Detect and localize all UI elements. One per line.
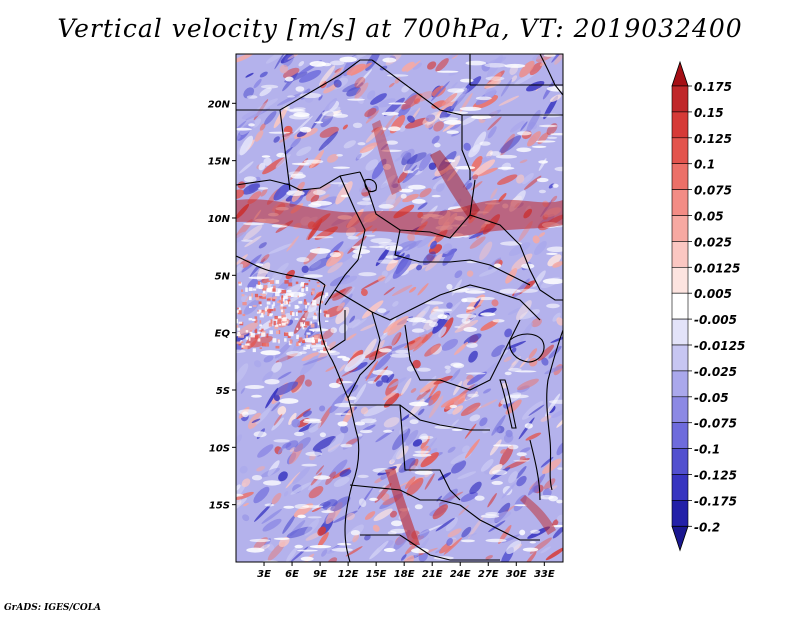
lat-label: 15S bbox=[209, 501, 230, 512]
colorbar-label: -0.2 bbox=[694, 520, 720, 534]
colorbar-label: -0.0125 bbox=[694, 339, 745, 353]
colorbar-label: -0.1 bbox=[694, 443, 720, 457]
colorbar-swatch bbox=[671, 500, 689, 527]
colorbar-label: 0.05 bbox=[694, 210, 724, 224]
colorbar-label: 0.0125 bbox=[694, 261, 740, 275]
colorbar-swatch bbox=[671, 422, 689, 449]
colorbar-swatch bbox=[671, 85, 689, 113]
colorbar-label: -0.005 bbox=[694, 313, 737, 327]
colorbar-swatch bbox=[671, 396, 689, 423]
lat-label: EQ bbox=[215, 329, 231, 340]
colorbar-label: 0.005 bbox=[694, 287, 732, 301]
lon-label: 9E bbox=[313, 569, 327, 580]
colorbar-swatch bbox=[671, 241, 689, 268]
lat-label: 5S bbox=[216, 386, 230, 397]
lon-label: 30E bbox=[506, 569, 527, 580]
colorbar-swatch bbox=[671, 215, 689, 242]
colorbar-swatch bbox=[671, 318, 689, 346]
lat-label: 15N bbox=[208, 157, 231, 168]
colorbar-swatch bbox=[671, 448, 689, 475]
lon-label: 33E bbox=[534, 569, 555, 580]
map-title: Vertical velocity [m/s] at 700hPa, VT: 2… bbox=[57, 14, 743, 43]
lon-label: 24E bbox=[450, 569, 471, 580]
colorbar-top-arrow bbox=[671, 60, 689, 87]
velocity-field bbox=[236, 54, 563, 562]
lon-label: 6E bbox=[285, 569, 299, 580]
colorbar-label: 0.15 bbox=[694, 106, 724, 120]
colorbar-swatch bbox=[671, 474, 689, 501]
lon-label: 12E bbox=[338, 569, 359, 580]
colorbar-label: -0.175 bbox=[694, 494, 737, 508]
colorbar-label: -0.025 bbox=[694, 365, 737, 379]
colorbar-swatch bbox=[671, 266, 689, 294]
colorbar-swatch bbox=[671, 292, 689, 320]
lat-label: 5N bbox=[215, 271, 231, 282]
lon-label: 15E bbox=[366, 569, 387, 580]
lon-label: 21E bbox=[422, 569, 443, 580]
colorbar-label: 0.075 bbox=[694, 184, 732, 198]
colorbar-swatch bbox=[671, 189, 689, 216]
colorbar-swatch bbox=[671, 137, 689, 165]
lon-label: 18E bbox=[394, 569, 415, 580]
map-axes: 20N 15N 10N 5N EQ 5S 10S 15S 3E 6E 9E 12E 15E 18E 21E 2… bbox=[208, 99, 555, 580]
colorbar-bottom-arrow bbox=[671, 525, 689, 552]
colorbar-label: 0.175 bbox=[694, 80, 732, 94]
lat-label: 10S bbox=[209, 443, 230, 454]
map-frame bbox=[235, 53, 564, 563]
colorbar-label: 0.125 bbox=[694, 132, 732, 146]
colorbar-swatch bbox=[671, 370, 689, 398]
lon-label: 27E bbox=[478, 569, 499, 580]
colorbar-label: -0.125 bbox=[694, 469, 737, 483]
colorbar-label: -0.075 bbox=[694, 417, 737, 431]
colorbar-swatch bbox=[671, 111, 689, 139]
colorbar-swatch bbox=[671, 163, 689, 190]
colorbar: 0.175 0.15 0.125 0.1 0.075 0.05 0.025 0.0125 0.0… bbox=[671, 60, 745, 552]
colorbar-swatch bbox=[671, 344, 689, 372]
lat-label: 20N bbox=[208, 99, 231, 110]
colorbar-label: -0.05 bbox=[694, 391, 729, 405]
country-borders bbox=[236, 54, 563, 562]
colorbar-label: 0.1 bbox=[694, 158, 715, 172]
grads-credit: GrADS: IGES/COLA bbox=[4, 603, 102, 613]
lat-label: 10N bbox=[208, 214, 231, 225]
lon-label: 3E bbox=[257, 569, 271, 580]
colorbar-label: 0.025 bbox=[694, 235, 732, 249]
